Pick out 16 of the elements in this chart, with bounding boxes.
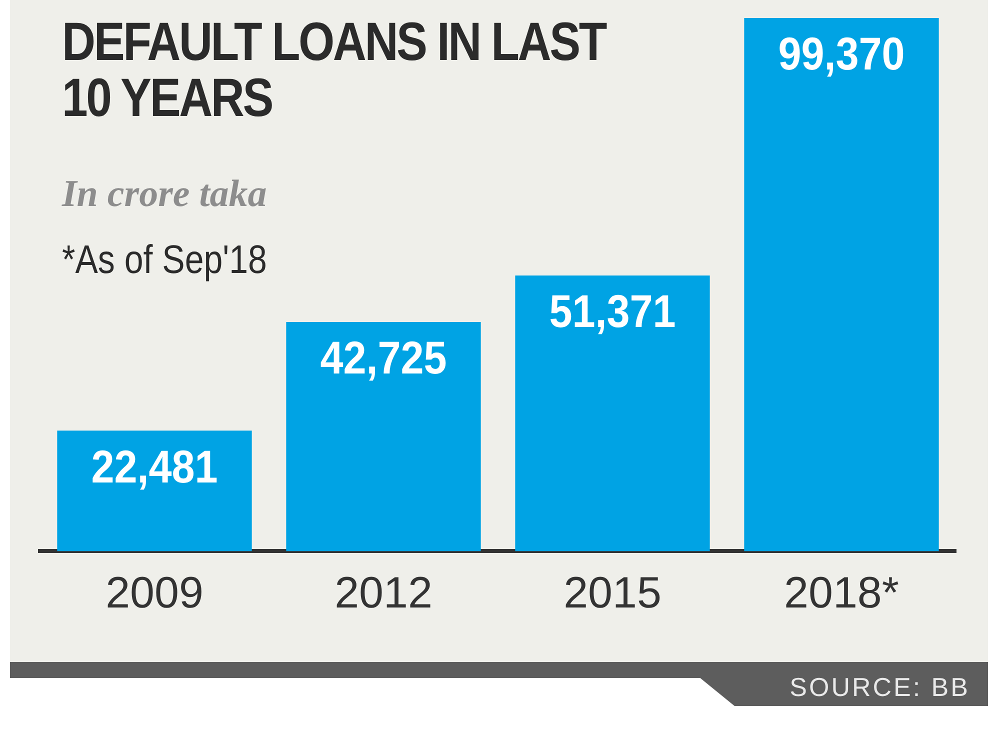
x-tick-label: 2018* bbox=[784, 568, 900, 618]
data-label: 22,481 bbox=[91, 441, 218, 493]
data-label: 42,725 bbox=[320, 332, 447, 384]
x-tick-label: 2015 bbox=[564, 568, 662, 618]
annotation: *As of Sep'18 bbox=[62, 238, 267, 283]
chart-title: DEFAULT LOANS IN LAST 10 YEARS bbox=[62, 12, 608, 128]
x-tick-label: 2012 bbox=[334, 568, 432, 618]
source-note: SOURCE: BB bbox=[790, 672, 970, 703]
text: In crore taka bbox=[62, 172, 267, 216]
x-tick-label: 2009 bbox=[106, 568, 204, 618]
data-label: 51,371 bbox=[549, 286, 676, 338]
bar bbox=[744, 18, 939, 552]
data-label: 99,370 bbox=[778, 28, 905, 80]
bar bbox=[57, 430, 252, 552]
bar bbox=[286, 322, 481, 552]
bar bbox=[515, 276, 710, 552]
